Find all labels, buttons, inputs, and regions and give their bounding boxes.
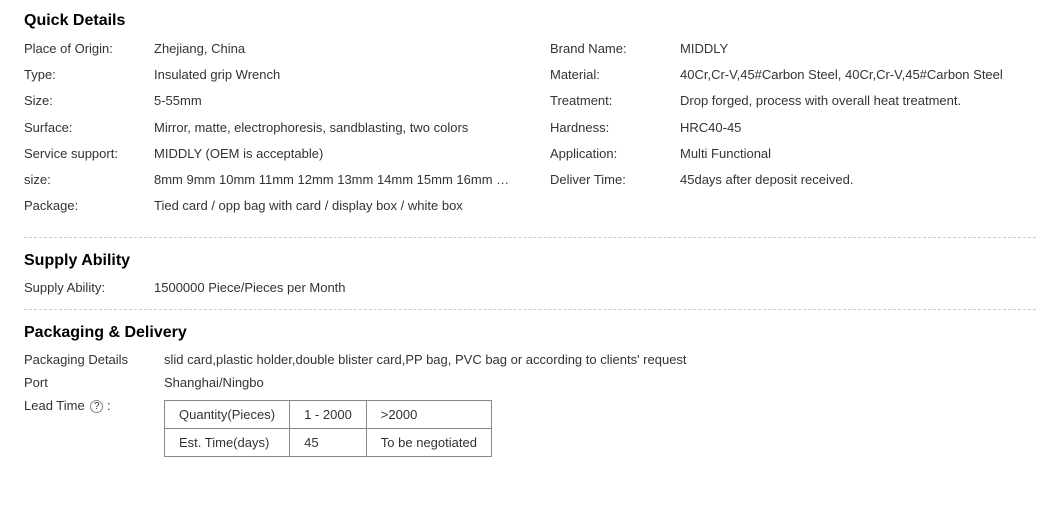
- quick-details-right-col: Brand Name:MIDDLYMaterial:40Cr,Cr-V,45#C…: [550, 40, 1036, 223]
- pd-label: Port: [24, 375, 164, 390]
- detail-label: Service support:: [24, 145, 154, 163]
- detail-label: Brand Name:: [550, 40, 680, 58]
- detail-value: 40Cr,Cr-V,45#Carbon Steel, 40Cr,Cr-V,45#…: [680, 66, 1036, 84]
- lead-time-label-text: Lead Time: [24, 398, 85, 413]
- pd-row: PortShanghai/Ningbo: [24, 375, 1036, 390]
- table-cell: Quantity(Pieces): [165, 401, 290, 429]
- pd-row: Packaging Detailsslid card,plastic holde…: [24, 352, 1036, 367]
- detail-row: Surface:Mirror, matte, electrophoresis, …: [24, 119, 510, 137]
- colon: :: [103, 398, 110, 413]
- detail-label: Hardness:: [550, 119, 680, 137]
- pd-value: slid card,plastic holder,double blister …: [164, 352, 1036, 367]
- detail-row: Brand Name:MIDDLY: [550, 40, 1036, 58]
- detail-row: Deliver Time:45days after deposit receiv…: [550, 171, 1036, 189]
- table-cell: 45: [290, 429, 367, 457]
- detail-label: Place of Origin:: [24, 40, 154, 58]
- detail-row: Size:5-55mm: [24, 92, 510, 110]
- detail-row: Material:40Cr,Cr-V,45#Carbon Steel, 40Cr…: [550, 66, 1036, 84]
- detail-value: Mirror, matte, electrophoresis, sandblas…: [154, 119, 510, 137]
- supply-ability-row: Supply Ability: 1500000 Piece/Pieces per…: [24, 280, 1036, 295]
- detail-label: Deliver Time:: [550, 171, 680, 189]
- quick-details-title: Quick Details: [24, 12, 1036, 30]
- detail-value: Zhejiang, China: [154, 40, 510, 58]
- detail-label: Application:: [550, 145, 680, 163]
- divider: [24, 237, 1036, 238]
- supply-ability-section: Supply Ability Supply Ability: 1500000 P…: [24, 252, 1036, 295]
- table-row: Quantity(Pieces) 1 - 2000 >2000: [165, 401, 492, 429]
- supply-ability-value: 1500000 Piece/Pieces per Month: [154, 280, 1036, 295]
- detail-value: 45days after deposit received.: [680, 171, 1036, 189]
- detail-value: MIDDLY (OEM is acceptable): [154, 145, 510, 163]
- packaging-delivery-section: Packaging & Delivery Packaging Detailssl…: [24, 324, 1036, 457]
- divider: [24, 309, 1036, 310]
- table-cell: To be negotiated: [366, 429, 491, 457]
- detail-value: MIDDLY: [680, 40, 1036, 58]
- detail-row: Service support:MIDDLY (OEM is acceptabl…: [24, 145, 510, 163]
- lead-time-row: Lead Time ? : Quantity(Pieces) 1 - 2000 …: [24, 398, 1036, 457]
- detail-label: Type:: [24, 66, 154, 84]
- supply-ability-label: Supply Ability:: [24, 280, 154, 295]
- detail-label: Size:: [24, 92, 154, 110]
- table-cell: Est. Time(days): [165, 429, 290, 457]
- detail-label: Material:: [550, 66, 680, 84]
- detail-row: Application:Multi Functional: [550, 145, 1036, 163]
- detail-label: Package:: [24, 197, 154, 215]
- table-cell: 1 - 2000: [290, 401, 367, 429]
- lead-time-table-wrap: Quantity(Pieces) 1 - 2000 >2000 Est. Tim…: [164, 398, 1036, 457]
- detail-value: Drop forged, process with overall heat t…: [680, 92, 1036, 110]
- detail-value: Multi Functional: [680, 145, 1036, 163]
- detail-row: Treatment:Drop forged, process with over…: [550, 92, 1036, 110]
- pd-value: Shanghai/Ningbo: [164, 375, 1036, 390]
- detail-label: size:: [24, 171, 154, 189]
- detail-value: Insulated grip Wrench: [154, 66, 510, 84]
- detail-value: HRC40-45: [680, 119, 1036, 137]
- detail-label: Surface:: [24, 119, 154, 137]
- packaging-delivery-title: Packaging & Delivery: [24, 324, 1036, 342]
- detail-row: Place of Origin:Zhejiang, China: [24, 40, 510, 58]
- quick-details-left-col: Place of Origin:Zhejiang, ChinaType:Insu…: [24, 40, 510, 223]
- table-row: Est. Time(days) 45 To be negotiated: [165, 429, 492, 457]
- help-icon[interactable]: ?: [90, 400, 103, 413]
- detail-value: 5-55mm: [154, 92, 510, 110]
- quick-details-grid: Place of Origin:Zhejiang, ChinaType:Insu…: [24, 40, 1036, 223]
- detail-label: Treatment:: [550, 92, 680, 110]
- detail-row: Hardness:HRC40-45: [550, 119, 1036, 137]
- pd-label: Packaging Details: [24, 352, 164, 367]
- detail-row: Package:Tied card / opp bag with card / …: [24, 197, 510, 215]
- supply-ability-title: Supply Ability: [24, 252, 1036, 270]
- detail-row: size:8mm 9mm 10mm 11mm 12mm 13mm 14mm 15…: [24, 171, 510, 189]
- lead-time-table: Quantity(Pieces) 1 - 2000 >2000 Est. Tim…: [164, 400, 492, 457]
- quick-details-section: Quick Details Place of Origin:Zhejiang, …: [24, 12, 1036, 223]
- detail-value: Tied card / opp bag with card / display …: [154, 197, 510, 215]
- lead-time-label: Lead Time ? :: [24, 398, 164, 413]
- detail-row: Type:Insulated grip Wrench: [24, 66, 510, 84]
- detail-value: 8mm 9mm 10mm 11mm 12mm 13mm 14mm 15mm 16…: [154, 171, 510, 189]
- table-cell: >2000: [366, 401, 491, 429]
